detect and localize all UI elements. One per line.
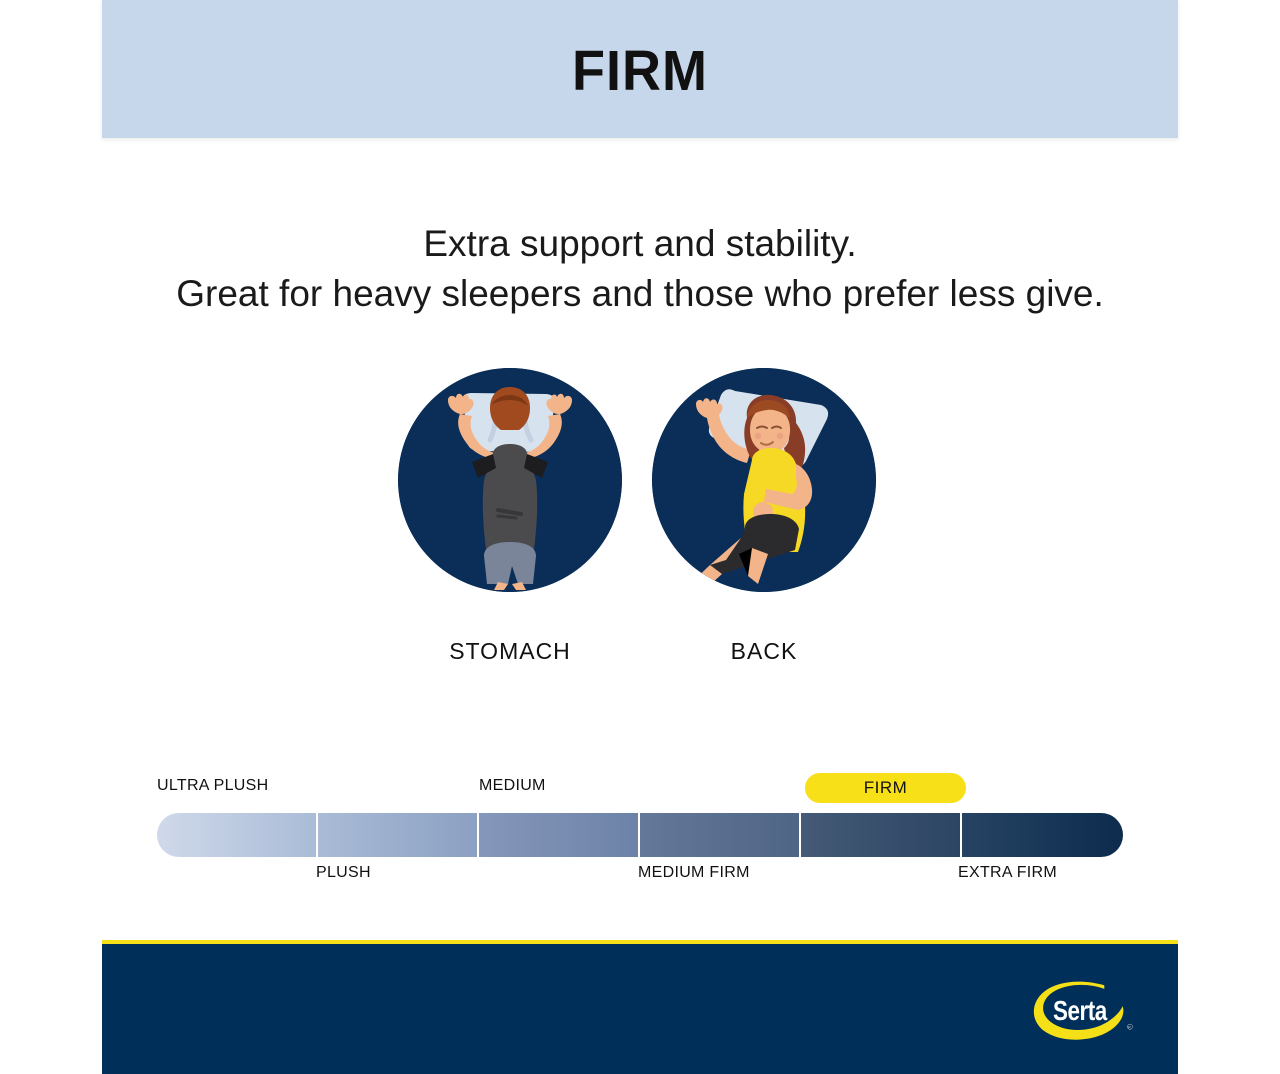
svg-text:R: R — [1128, 1026, 1131, 1030]
svg-text:Serta: Serta — [1053, 996, 1108, 1027]
